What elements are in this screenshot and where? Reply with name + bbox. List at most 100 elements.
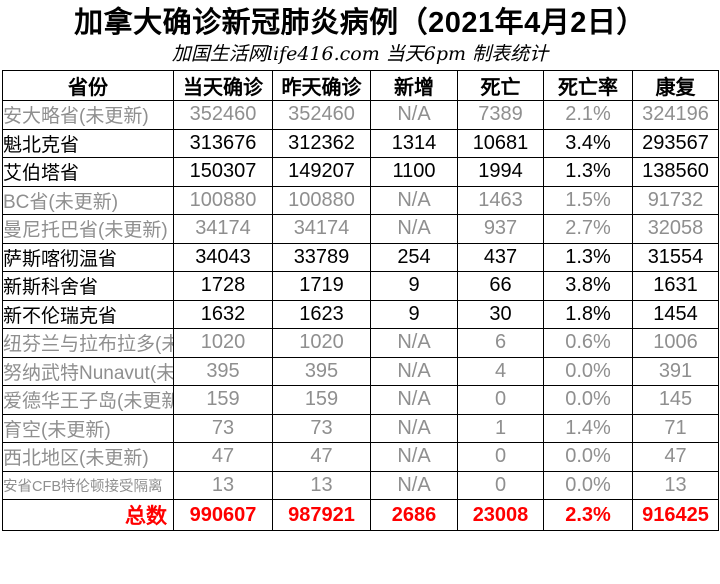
deaths-cell: 7389 xyxy=(457,100,544,130)
yesterday-cell: 33789 xyxy=(272,242,371,272)
deaths-cell: 66 xyxy=(457,271,544,301)
column-header: 新增 xyxy=(370,70,458,101)
added-cell: 9 xyxy=(370,271,458,301)
total-recovered-cell: 916425 xyxy=(632,499,719,531)
deaths-cell: 30 xyxy=(457,299,544,329)
province-cell: BC省(未更新) xyxy=(2,185,174,215)
recovered-cell: 138560 xyxy=(632,157,719,187)
province-cell: 西北地区(未更新) xyxy=(2,442,174,472)
recovered-cell: 13 xyxy=(632,470,719,500)
today-cell: 1632 xyxy=(173,299,273,329)
page-title: 加拿大确诊新冠肺炎病例（2021年4月2日） xyxy=(74,7,646,39)
deaths-cell: 437 xyxy=(457,242,544,272)
recovered-cell: 31554 xyxy=(632,242,719,272)
added-cell: N/A xyxy=(370,385,458,415)
table-body: 安大略省(未更新) 352460 352460 N/A 7389 2.1% 324196 魁北… xyxy=(2,100,719,531)
table-row: 萨斯喀彻温省 34043 33789 254 437 1.3% 31554 xyxy=(2,242,719,272)
rate-cell: 0.0% xyxy=(543,385,633,415)
province-cell: 努纳武特Nunavut(未更新) xyxy=(2,356,174,386)
rate-cell: 3.8% xyxy=(543,271,633,301)
total-added-cell: 2686 xyxy=(370,499,458,531)
recovered-cell: 91732 xyxy=(632,185,719,215)
yesterday-cell: 149207 xyxy=(272,157,371,187)
deaths-cell: 10681 xyxy=(457,128,544,158)
province-cell: 萨斯喀彻温省 xyxy=(2,242,174,272)
table-row: 育空(未更新) 73 73 N/A 1 1.4% 71 xyxy=(2,413,719,443)
recovered-cell: 145 xyxy=(632,385,719,415)
added-cell: N/A xyxy=(370,328,458,358)
province-cell: 新斯科舍省 xyxy=(2,271,174,301)
yesterday-cell: 1719 xyxy=(272,271,371,301)
recovered-cell: 324196 xyxy=(632,100,719,130)
rate-cell: 0.6% xyxy=(543,328,633,358)
yesterday-cell: 34174 xyxy=(272,214,371,244)
today-cell: 47 xyxy=(173,442,273,472)
deaths-cell: 6 xyxy=(457,328,544,358)
table-row: 安大略省(未更新) 352460 352460 N/A 7389 2.1% 324196 xyxy=(2,100,719,130)
deaths-cell: 1 xyxy=(457,413,544,443)
yesterday-cell: 395 xyxy=(272,356,371,386)
table-row: 西北地区(未更新) 47 47 N/A 0 0.0% 47 xyxy=(2,442,719,472)
added-cell: 1100 xyxy=(370,157,458,187)
added-cell: 9 xyxy=(370,299,458,329)
rate-cell: 0.0% xyxy=(543,356,633,386)
table-row: 曼尼托巴省(未更新) 34174 34174 N/A 937 2.7% 32058 xyxy=(2,214,719,244)
yesterday-cell: 159 xyxy=(272,385,371,415)
province-cell: 育空(未更新) xyxy=(2,413,174,443)
deaths-cell: 937 xyxy=(457,214,544,244)
total-today-cell: 990607 xyxy=(173,499,273,531)
column-header: 死亡率 xyxy=(543,70,633,101)
today-cell: 34174 xyxy=(173,214,273,244)
rate-cell: 2.7% xyxy=(543,214,633,244)
recovered-cell: 391 xyxy=(632,356,719,386)
added-cell: N/A xyxy=(370,442,458,472)
yesterday-cell: 73 xyxy=(272,413,371,443)
province-cell: 艾伯塔省 xyxy=(2,157,174,187)
rate-cell: 3.4% xyxy=(543,128,633,158)
rate-cell: 1.3% xyxy=(543,157,633,187)
rate-cell: 2.1% xyxy=(543,100,633,130)
today-cell: 159 xyxy=(173,385,273,415)
added-cell: N/A xyxy=(370,413,458,443)
province-cell: 新不伦瑞克省 xyxy=(2,299,174,329)
today-cell: 34043 xyxy=(173,242,273,272)
province-cell: 爱德华王子岛(未更新) xyxy=(2,385,174,415)
deaths-cell: 0 xyxy=(457,385,544,415)
table-row: BC省(未更新) 100880 100880 N/A 1463 1.5% 91732 xyxy=(2,185,719,215)
added-cell: 1314 xyxy=(370,128,458,158)
deaths-cell: 0 xyxy=(457,442,544,472)
rate-cell: 1.8% xyxy=(543,299,633,329)
yesterday-cell: 1623 xyxy=(272,299,371,329)
rate-cell: 1.4% xyxy=(543,413,633,443)
today-cell: 352460 xyxy=(173,100,273,130)
today-cell: 73 xyxy=(173,413,273,443)
column-header: 当天确诊 xyxy=(173,70,273,101)
province-cell: 魁北克省 xyxy=(2,128,174,158)
total-deaths-cell: 23008 xyxy=(457,499,544,531)
yesterday-cell: 13 xyxy=(272,470,371,500)
column-header: 昨天确诊 xyxy=(272,70,371,101)
yesterday-cell: 312362 xyxy=(272,128,371,158)
deaths-cell: 4 xyxy=(457,356,544,386)
table-row: 新斯科舍省 1728 1719 9 66 3.8% 1631 xyxy=(2,271,719,301)
recovered-cell: 47 xyxy=(632,442,719,472)
added-cell: 254 xyxy=(370,242,458,272)
deaths-cell: 1994 xyxy=(457,157,544,187)
today-cell: 313676 xyxy=(173,128,273,158)
yesterday-cell: 100880 xyxy=(272,185,371,215)
today-cell: 395 xyxy=(173,356,273,386)
added-cell: N/A xyxy=(370,100,458,130)
recovered-cell: 1631 xyxy=(632,271,719,301)
total-yesterday-cell: 987921 xyxy=(272,499,371,531)
added-cell: N/A xyxy=(370,185,458,215)
table-row: 新不伦瑞克省 1632 1623 9 30 1.8% 1454 xyxy=(2,299,719,329)
recovered-cell: 32058 xyxy=(632,214,719,244)
yesterday-cell: 47 xyxy=(272,442,371,472)
deaths-cell: 0 xyxy=(457,470,544,500)
rate-cell: 1.5% xyxy=(543,185,633,215)
today-cell: 100880 xyxy=(173,185,273,215)
table-row: 安省CFB特伦顿接受隔离 13 13 N/A 0 0.0% 13 xyxy=(2,470,719,500)
today-cell: 1728 xyxy=(173,271,273,301)
column-header: 康复 xyxy=(632,70,719,101)
